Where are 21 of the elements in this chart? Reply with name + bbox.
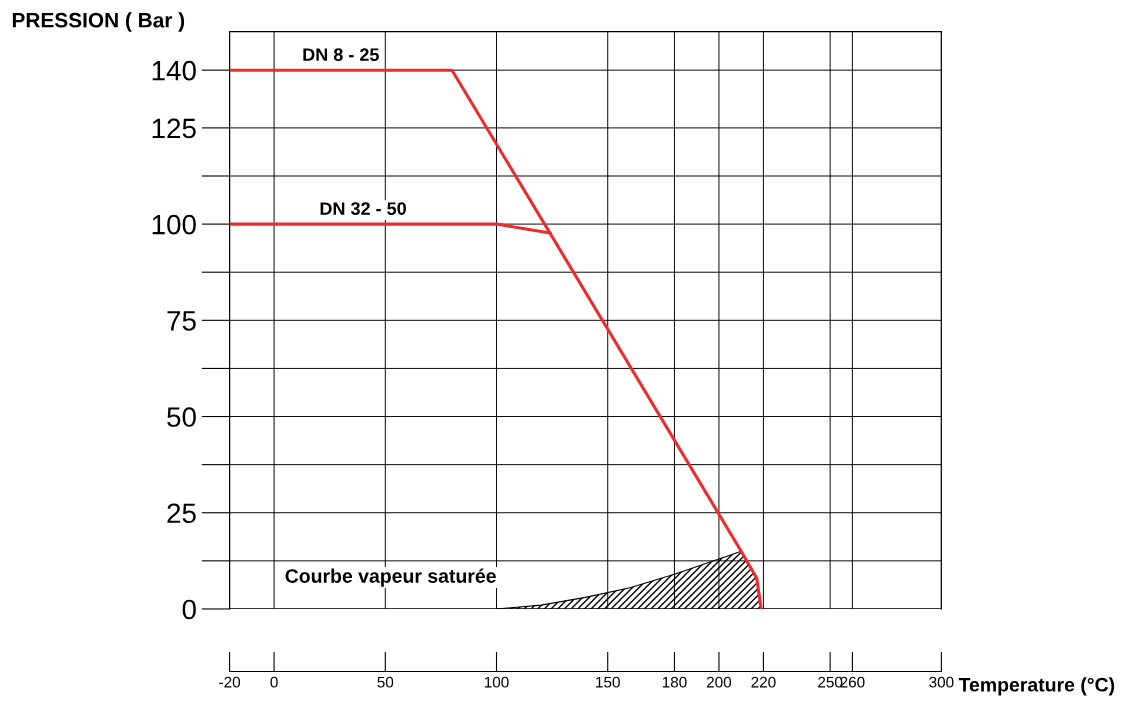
series-label: DN 8 - 25 <box>303 48 379 62</box>
y-tick-label: 140 <box>152 60 196 81</box>
x-axis-title: Temperature (°C) <box>958 677 1115 696</box>
x-tick-label: -20 <box>219 676 241 688</box>
x-tick-label: 150 <box>596 676 620 688</box>
x-tick-label: 200 <box>706 676 732 688</box>
x-tick-label: 100 <box>484 676 509 688</box>
series-label: Courbe vapeur saturée <box>285 568 496 587</box>
y-tick-label: 75 <box>167 311 196 331</box>
y-tick-label: 100 <box>152 214 196 235</box>
y-tick-label: 25 <box>167 503 196 524</box>
y-tick-label: 125 <box>152 118 196 139</box>
y-axis-title: PRESSION ( Bar ) <box>12 12 185 32</box>
x-tick-label: 300 <box>929 676 954 688</box>
x-tick-label: 0 <box>270 676 278 688</box>
x-tick-label: 220 <box>751 676 776 688</box>
y-tick-label: 50 <box>167 407 196 427</box>
x-tick-label: 180 <box>662 676 687 688</box>
series-label: DN 32 - 50 <box>320 202 406 216</box>
x-tick-label: 50 <box>377 676 394 688</box>
y-tick-label: 0 <box>182 599 196 620</box>
